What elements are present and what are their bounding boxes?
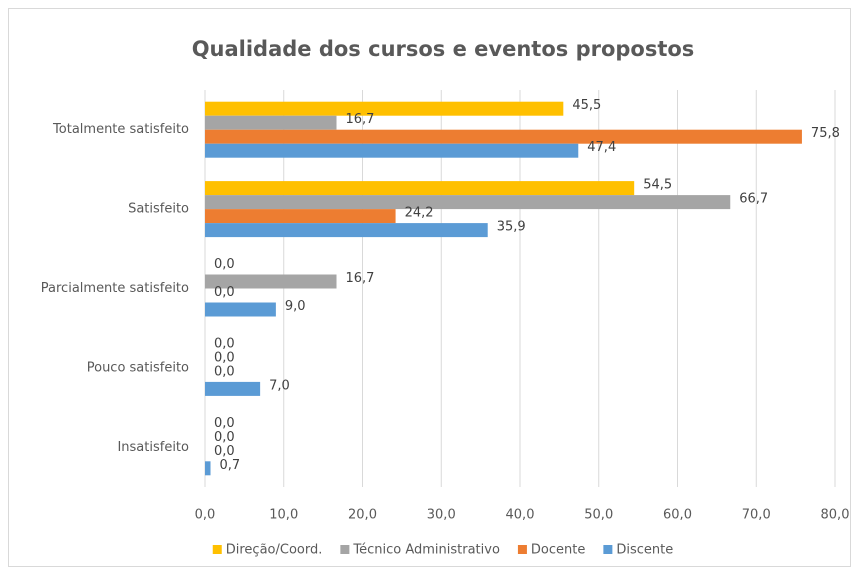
- legend-label: Técnico Administrativo: [352, 543, 500, 558]
- legend-swatch: [212, 545, 222, 554]
- x-tick-label: 10,0: [269, 508, 298, 523]
- x-tick-label: 50,0: [584, 508, 613, 523]
- x-tick-label: 40,0: [506, 508, 535, 523]
- data-label: 0,0: [214, 285, 235, 300]
- data-label: 66,7: [739, 192, 768, 207]
- x-tick-label: 60,0: [663, 508, 692, 523]
- data-label: 7,0: [269, 378, 290, 393]
- data-label: 0,7: [220, 458, 241, 473]
- bar: [205, 302, 276, 317]
- y-tick-label: Pouco satisfeito: [87, 360, 189, 375]
- bar: [205, 274, 337, 289]
- chart-border: [8, 8, 851, 567]
- legend-label: Docente: [531, 543, 585, 558]
- x-tick-label: 20,0: [348, 508, 377, 523]
- legend-swatch: [603, 545, 613, 554]
- legend-swatch: [517, 545, 527, 554]
- data-label: 9,0: [285, 299, 306, 314]
- y-tick-label: Satisfeito: [128, 202, 189, 217]
- chart-title: Qualidade dos cursos e eventos propostos: [192, 37, 695, 61]
- bar: [205, 101, 564, 116]
- legend-label: Discente: [616, 543, 673, 558]
- data-label: 24,2: [405, 206, 434, 221]
- x-tick-label: 0,0: [195, 508, 216, 523]
- x-tick-label: 70,0: [742, 508, 771, 523]
- data-label: 0,0: [214, 364, 235, 379]
- legend-swatch: [340, 545, 350, 554]
- data-label: 16,7: [346, 271, 375, 286]
- x-tick-label: 80,0: [821, 508, 850, 523]
- data-label: 75,8: [811, 126, 840, 141]
- data-label: 35,9: [497, 220, 526, 235]
- bar: [205, 381, 261, 396]
- bar: [205, 181, 635, 196]
- data-label: 45,5: [572, 98, 601, 113]
- bar: [205, 461, 211, 476]
- data-label: 0,0: [214, 257, 235, 272]
- data-label: 0,0: [214, 444, 235, 459]
- legend-label: Direção/Coord.: [226, 543, 323, 558]
- y-tick-label: Totalmente satisfeito: [52, 122, 189, 137]
- bar: [205, 129, 802, 144]
- data-label: 0,0: [214, 430, 235, 445]
- data-label: 0,0: [214, 416, 235, 431]
- data-label: 47,4: [587, 140, 616, 155]
- bar: [205, 209, 396, 224]
- data-label: 0,0: [214, 336, 235, 351]
- y-tick-label: Insatisfeito: [117, 440, 189, 455]
- bar: [205, 115, 337, 130]
- bar: [205, 195, 731, 210]
- data-label: 0,0: [214, 350, 235, 365]
- x-tick-label: 30,0: [427, 508, 456, 523]
- bar: [205, 223, 488, 238]
- data-label: 16,7: [346, 112, 375, 127]
- bar: [205, 143, 579, 158]
- data-label: 54,5: [643, 178, 672, 193]
- y-tick-label: Parcialmente satisfeito: [41, 281, 189, 296]
